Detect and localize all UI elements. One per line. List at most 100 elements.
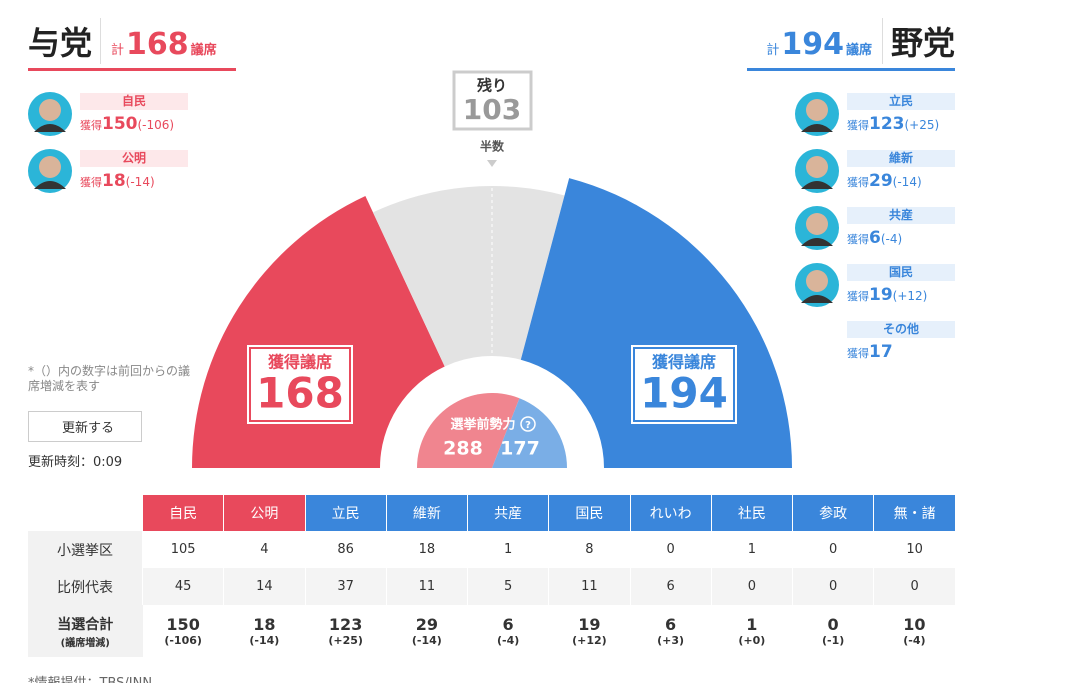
cell: 14 [223,568,305,605]
data-row: 比例代表 45 14 37 11 5 11 6 0 0 0 [28,568,955,605]
total-change: (+12) [572,634,607,647]
cell: 0 [791,531,874,568]
cell: 4 [223,531,305,568]
party-header: 立民 [304,495,387,531]
party-header: れいわ [629,495,712,531]
remaining-label: 残り [477,77,507,95]
total-cell: 6 (-4) [468,605,549,657]
total-value: 6 [665,615,677,634]
seats: 29 [869,171,893,191]
pre-ruling [417,392,520,468]
seat-box-border [633,347,735,422]
total-cell: 29 (-14) [386,605,467,657]
total-change: (+3) [657,634,685,647]
help-icon: ? [525,420,531,431]
pre-ruling-value: 288 [443,438,483,460]
photo-head [806,99,828,121]
photo-body [801,295,833,303]
total-value: 0 [827,615,839,634]
photo-head [806,270,828,292]
party-name: 公明 [80,150,188,167]
row-label: 小選挙区 [28,531,143,568]
total-value: 6 [502,615,514,634]
seat-change: (-4) [880,232,903,246]
seats: 123 [869,114,905,134]
cell: 105 [141,531,224,568]
photo-head [806,156,828,178]
total-prefix: 計 [766,43,780,58]
cell: 0 [629,531,712,568]
seats-label: 獲得 [847,233,869,246]
total-value: 150 [166,615,200,634]
seat-box-label: 獲得議席 [652,353,716,372]
party-header: 無・諸 [873,495,955,531]
cell: 8 [548,531,630,568]
photo-body [801,181,833,189]
party-name: 国民 [847,264,955,281]
total-seats: 168 [126,27,189,62]
cell: 1 [466,531,549,568]
total-change: (-106) [164,634,202,647]
header-row: 自民 公明 立民 維新 共産 国民 れいわ 社民 参政 無・諸 [28,495,955,531]
total-cell: 10 (-4) [874,605,955,657]
pre-opposition-value: 177 [500,438,540,460]
photo-body [34,181,66,189]
total-value: 10 [903,615,926,634]
seat-box [631,345,737,424]
seats-label: 獲得 [847,290,869,303]
party-header: 共産 [466,495,549,531]
seat-box-border [249,347,351,422]
party-header: 維新 [385,495,468,531]
cell: 0 [791,568,874,605]
half-label: 半数 [480,139,505,154]
cell: 5 [466,568,549,605]
total-label: 当選合計 [57,616,114,633]
update-button[interactable]: 更新する [28,411,142,442]
total-cell: 0 (-1) [793,605,874,657]
pre-opposition [492,398,567,468]
total-suffix: 議席 [845,43,872,58]
seat-change: (+25) [904,118,940,132]
total-row: 当選合計 (議席増減) 150 (-106) 18 (-14) 123 (+25) 29 (-14… [28,605,955,657]
help-circle [520,416,536,432]
party-name: 維新 [847,150,955,167]
cell: 0 [873,568,955,605]
total-change: (+0) [738,634,766,647]
seats: 17 [869,342,893,362]
row-label: 比例代表 [28,568,143,605]
seat-change: (-106) [137,118,175,132]
seats: 6 [869,228,881,248]
remaining-box [452,70,533,131]
seats: 150 [102,114,138,134]
seats-label: 獲得 [847,176,869,189]
seat-box-value: 168 [256,369,344,418]
total-prefix: 計 [111,43,125,58]
total-change: (+25) [328,634,363,647]
party-seats: 獲得18(-14) [80,171,155,191]
cell: 18 [385,531,468,568]
cell: 45 [141,568,224,605]
total-change: (-1) [821,634,845,647]
seats: 19 [869,285,893,305]
total-value: 123 [328,615,363,634]
total-value: 18 [253,615,276,634]
data-row: 小選挙区 105 4 86 18 1 8 0 1 0 10 [28,531,955,568]
total-cell: 19 (+12) [549,605,630,657]
cell: 11 [548,568,630,605]
cell: 86 [304,531,387,568]
update-label: 更新する [61,421,114,436]
seats: 18 [102,171,126,191]
cell: 10 [873,531,955,568]
photo-head [39,156,61,178]
photo-head [39,99,61,121]
total-cell: 123 (+25) [305,605,386,657]
total-change: (-4) [496,634,520,647]
half-marker [487,160,497,167]
photo-head [806,213,828,235]
party-header: 公明 [223,495,305,531]
seat-change: (-14) [125,175,155,189]
cell: 11 [385,568,468,605]
seat-change: (-14) [892,175,922,189]
footer: *情報提供：TBS/JNN [28,672,152,683]
